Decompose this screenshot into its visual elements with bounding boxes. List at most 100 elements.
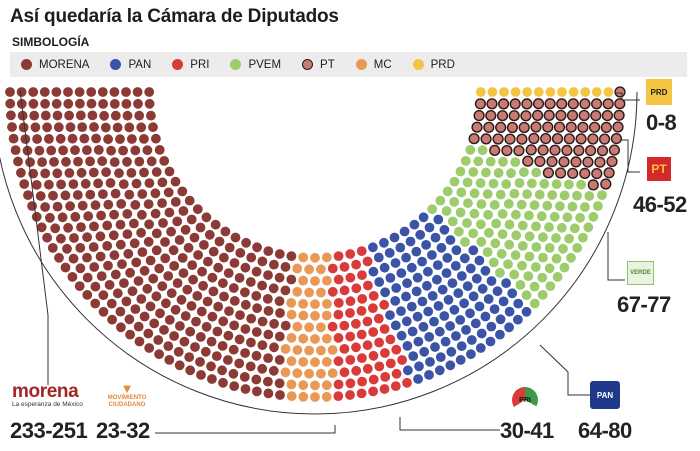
seat-morena [151,228,162,239]
seat-pvem [456,187,467,198]
seat-mc [310,299,320,310]
seat-pan [411,246,422,257]
seat-pri [362,256,373,267]
seat-pt [522,155,534,167]
seat-morena [110,188,121,199]
seat-morena [274,331,285,342]
seat-morena [251,350,262,361]
seat-pan [461,325,471,335]
seat-morena [73,156,83,167]
seat-morena [151,133,161,144]
seat-pan [507,288,518,299]
seat-morena [110,269,121,280]
seat-pri [368,350,379,361]
seat-morena [123,248,134,259]
seat-morena [19,179,30,189]
seat-pan [513,314,523,325]
seat-mc [292,321,303,332]
seat-morena [195,357,205,367]
seat-pan [445,360,456,371]
seat-morena [263,388,274,399]
seat-morena [245,277,256,287]
pt-logo: PT [647,157,671,181]
seat-pan [417,256,427,267]
seat-pri [357,376,367,387]
seat-mc [321,380,332,391]
seat-morena [65,122,76,133]
seat-morena [151,291,162,302]
seat-morena [218,278,228,289]
seat-morena [133,98,143,109]
seat-pt [540,133,552,145]
seat-morena [145,301,156,312]
seat-prd [522,87,533,97]
seat-morena [169,331,180,341]
seat-mc [310,310,320,321]
seat-mc [304,345,314,356]
seat-morena [245,361,256,372]
seat-pan [419,346,430,357]
seat-morena [82,290,93,300]
seat-pri [333,251,344,261]
seat-pan [415,229,426,240]
seat-morena [95,231,106,242]
pt-leader-line [620,139,640,173]
seat-morena [70,211,81,222]
seat-pan [445,321,455,331]
seat-pvem [435,195,446,206]
legend-label: PRI [190,58,210,71]
seat-pvem [468,228,479,239]
seat-morena [195,332,206,342]
seat-morena [269,259,279,270]
seat-morena [151,245,162,256]
seat-morena [185,326,196,337]
seat-morena [286,251,297,261]
seat-morena [235,310,245,320]
seat-pt [598,133,611,145]
seat-pt [587,179,599,191]
seat-morena [76,222,86,233]
seat-pvem [534,189,545,200]
seat-pan [385,310,395,320]
seat-morena [30,122,41,133]
seat-pri [356,329,367,340]
seat-pri [351,365,362,376]
seat-pvem [551,253,562,264]
seat-morena [118,145,128,156]
seat-morena [169,261,180,271]
seat-morena [122,110,133,121]
seat-mc [298,380,309,391]
seat-morena [219,291,229,302]
seat-pan [468,245,479,256]
seat-pan [421,240,431,250]
seat-morena [98,99,108,109]
seat-morena [252,303,262,314]
seat-pan [462,281,473,292]
seat-morena [48,190,58,201]
seat-pan [456,271,467,281]
seat-pri [339,285,350,296]
seat-morena [104,280,115,290]
seat-pan [424,370,434,380]
seat-morena [144,219,155,230]
seat-pan [385,273,396,283]
seat-pan [442,253,453,263]
seat-mc [304,287,314,298]
legend-item-pri: PRI [172,59,209,71]
seat-morena [155,308,165,319]
seat-morena [69,233,79,243]
seat-pvem [524,251,535,262]
seat-pri [357,353,367,363]
seat-pan [474,301,485,312]
seat-morena [268,365,279,376]
seat-morena [58,145,68,156]
seat-morena [154,145,165,155]
seat-morena [89,221,99,232]
seat-pvem [491,218,501,229]
seat-morena [220,226,231,237]
seat-mc [327,345,338,355]
seat-pan [439,224,450,235]
seat-morena [70,145,80,156]
seat-morena [93,145,104,155]
